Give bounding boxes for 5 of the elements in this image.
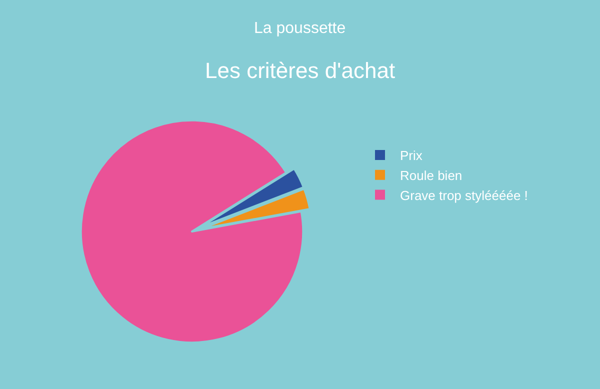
legend-label: Grave trop styléééée ! <box>400 188 528 203</box>
legend-label: Prix <box>400 148 423 164</box>
chart-title: Les critères d'achat <box>205 58 396 83</box>
legend-label: Roule bien <box>400 168 462 183</box>
chart-subtitle: La poussette <box>254 20 346 37</box>
